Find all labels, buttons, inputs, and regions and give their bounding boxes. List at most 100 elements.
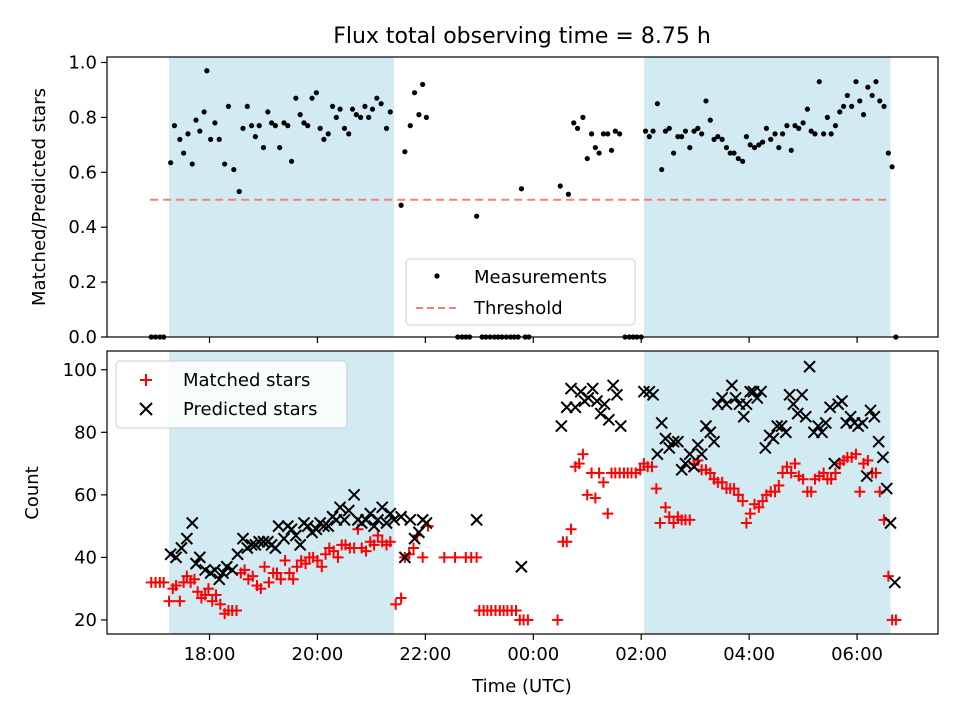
matched-star-point <box>255 583 267 595</box>
matched-star-point <box>829 467 841 479</box>
measurement-point <box>268 120 275 126</box>
measurement-point <box>743 134 750 140</box>
predicted-star-point <box>691 438 705 452</box>
top-axes-frame <box>106 56 939 338</box>
predicted-star-point <box>404 513 417 527</box>
predicted-star-point <box>687 460 701 473</box>
matched-star-point <box>449 551 461 563</box>
predicted-star-point <box>245 538 258 552</box>
measurement-point <box>337 106 343 112</box>
measurement-point <box>341 125 348 131</box>
matched-star-point <box>728 483 740 495</box>
x-tick-label: 02:00 <box>615 644 667 665</box>
measurement-point <box>374 95 380 101</box>
matched-star-point <box>769 486 781 498</box>
predicted-star-point <box>213 573 226 586</box>
measurement-point <box>216 136 222 142</box>
measurement-point <box>832 123 839 129</box>
predicted-star-point <box>569 401 582 414</box>
predicted-star-point <box>888 576 902 589</box>
bottom-y-tick-label: 100 <box>63 360 97 381</box>
measurement-point <box>800 120 806 126</box>
measurement-point <box>844 92 850 99</box>
measurement-point <box>362 103 368 110</box>
matched-star-point <box>882 570 894 582</box>
measurement-point <box>574 125 581 131</box>
measurement-point <box>197 128 203 134</box>
predicted-star-point <box>322 519 335 533</box>
predicted-star-point <box>347 488 361 502</box>
top-x-ticks <box>208 337 858 343</box>
matched-star-point <box>332 551 344 563</box>
matched-star-point <box>271 567 283 579</box>
matched-star-point <box>522 614 534 626</box>
predicted-star-point <box>740 397 753 411</box>
matched-star-point <box>862 454 874 466</box>
matched-star-point <box>407 542 419 554</box>
predicted-star-point <box>594 407 607 420</box>
x-tick-label: 18:00 <box>184 644 236 665</box>
measurement-point <box>796 125 802 131</box>
top-y-axis-label: Matched/Predicted stars <box>29 88 50 306</box>
matched-star-point <box>597 476 609 488</box>
bottom-x-ticks: 18:00 20:00 22:00 00:00 02:00 04:00 06:00 <box>184 634 883 665</box>
predicted-star-point <box>725 379 739 392</box>
matched-star-point <box>471 551 483 563</box>
matched-star-point <box>565 523 577 535</box>
predicted-star-point <box>828 457 841 470</box>
predicted-star-point <box>602 413 616 427</box>
predicted-star-point <box>663 441 676 455</box>
top-y-ticks: 0.0 0.2 0.4 0.6 0.8 1.0 <box>68 52 107 348</box>
predicted-star-point <box>555 419 568 433</box>
measurement-point <box>265 109 271 115</box>
measurement-point <box>605 131 611 137</box>
measurement-point <box>222 161 228 167</box>
matched-star-point <box>372 529 384 541</box>
measurement-point <box>189 161 195 167</box>
predicted-star-point <box>729 391 742 405</box>
measurement-point <box>407 123 413 129</box>
matched-star-point <box>368 539 380 551</box>
matched-star-point <box>181 570 193 582</box>
matched-star-point <box>704 467 716 479</box>
measurement-point <box>889 164 895 170</box>
legend-label-predicted: Predicted stars <box>183 399 317 420</box>
top-y-tick-label: 0.8 <box>68 107 97 128</box>
bottom-legend: Matched stars Predicted stars <box>115 360 348 429</box>
predicted-star-point <box>844 410 857 423</box>
matched-star-point <box>210 589 222 601</box>
matched-star-point <box>753 501 765 513</box>
measurement-point <box>740 158 746 164</box>
measurement-point <box>691 128 697 134</box>
measurement-point <box>236 188 242 195</box>
matched-star-point <box>740 517 752 529</box>
predicted-star-point <box>707 435 721 448</box>
top-legend-box <box>405 258 636 326</box>
predicted-star-point <box>799 410 813 423</box>
predicted-star-point <box>775 419 788 433</box>
measurement-point <box>580 114 586 120</box>
measurement-point <box>402 149 408 155</box>
measurement-point <box>358 114 364 120</box>
predicted-star-point <box>783 388 796 401</box>
measurement-point <box>642 128 649 134</box>
matched-star-point <box>170 580 182 592</box>
measurement-point <box>715 134 721 140</box>
matched-star-point <box>659 501 671 513</box>
predicted-star-point <box>695 447 708 461</box>
predicted-star-point <box>333 501 347 514</box>
measurement-point <box>297 112 303 118</box>
matched-star-point <box>316 561 328 573</box>
bottom-legend-box <box>115 360 348 429</box>
matched-star-point <box>202 583 214 595</box>
predicted-star-point <box>380 516 393 530</box>
matched-star-point <box>384 536 396 548</box>
predicted-star-point <box>606 379 620 392</box>
bottom-y-tick-label: 80 <box>74 422 97 443</box>
top-y-tick-label: 0.0 <box>68 327 97 348</box>
measurement-point <box>378 101 384 107</box>
predicted-star-point <box>856 416 869 430</box>
matched-star-point <box>805 486 817 498</box>
measurement-point <box>723 144 730 151</box>
